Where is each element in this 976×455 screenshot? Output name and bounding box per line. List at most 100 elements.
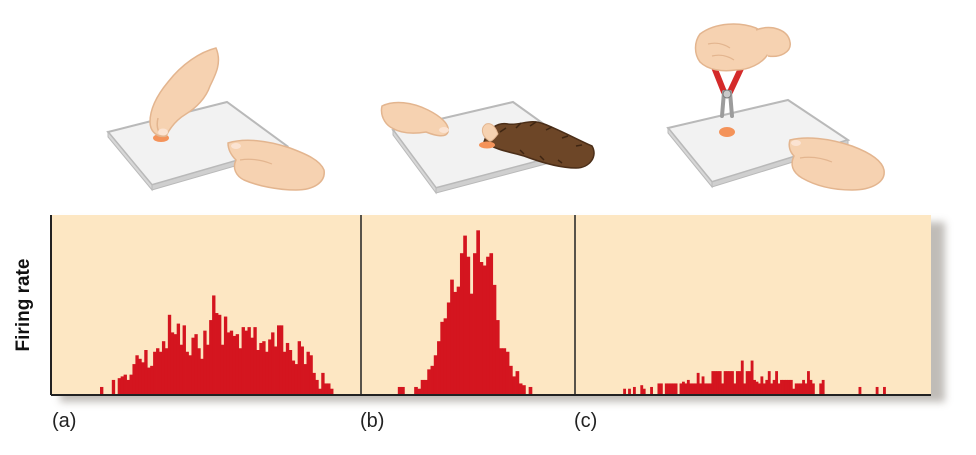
histogram-bar (223, 316, 228, 394)
histogram-bar (694, 383, 698, 394)
histogram-bar (203, 330, 207, 394)
histogram-bar (288, 350, 293, 394)
histogram-bar (188, 355, 192, 394)
histogram-bar (650, 386, 653, 394)
histogram-bar (456, 286, 461, 394)
histogram-bar (285, 342, 290, 394)
histogram-bar (437, 341, 441, 394)
histogram-bar (745, 371, 749, 394)
histogram-bar (642, 388, 646, 394)
histogram-bar (726, 371, 729, 394)
histogram-bar (197, 348, 201, 394)
histogram-bar (117, 378, 122, 394)
histogram-bar (170, 332, 175, 394)
histogram-bars (100, 230, 886, 394)
histogram-bar (417, 388, 422, 394)
histogram-bar (250, 337, 254, 394)
histogram-bar (492, 284, 497, 394)
histogram-bar (775, 371, 779, 394)
histogram-bar (804, 383, 808, 394)
histogram-bar (711, 371, 715, 394)
histogram-bar (232, 335, 237, 394)
histogram-bar (640, 385, 644, 394)
histogram-bar (463, 235, 467, 394)
histogram-bar (718, 371, 722, 394)
histogram-bar (466, 256, 471, 394)
histogram-bar (731, 371, 734, 394)
histogram-bar (664, 383, 668, 394)
histogram-bar (132, 364, 136, 394)
histogram-bar (502, 348, 507, 394)
histogram-bar (686, 379, 690, 394)
y-axis-label-text: Firing rate (13, 258, 34, 352)
histogram-bar (194, 334, 198, 394)
histogram-bar (770, 383, 774, 394)
histogram-bar (735, 371, 739, 394)
histogram-bar (528, 386, 533, 394)
histogram-bar (191, 337, 195, 394)
histogram-bar (708, 383, 712, 394)
histogram-bar (689, 383, 693, 394)
histogram-bar (306, 351, 310, 394)
histogram-bar (215, 313, 219, 394)
histogram-bar (495, 320, 500, 394)
panel-label-b: (b) (360, 410, 385, 432)
histogram-bar (479, 262, 484, 394)
histogram-bar (767, 371, 771, 394)
histogram-bar (300, 346, 304, 394)
histogram-bar (799, 383, 803, 394)
histogram-bar (297, 341, 301, 394)
histogram-bar (762, 383, 766, 394)
histogram-bar (733, 383, 737, 394)
histogram-bar (682, 381, 685, 394)
histogram-bar (819, 383, 823, 394)
histogram-bar (505, 351, 510, 394)
histogram-bar (628, 388, 631, 394)
histogram-bar (235, 334, 240, 394)
histogram-bar (321, 372, 325, 394)
histogram-bar (489, 253, 494, 394)
histogram-bar (123, 374, 127, 394)
histogram-bar (327, 383, 331, 394)
histogram-bar (179, 344, 183, 394)
histogram-bar (691, 383, 695, 394)
histogram-bar (486, 256, 490, 394)
histogram-bar (433, 355, 438, 394)
histogram-bar (782, 379, 786, 394)
histogram-bar (758, 383, 761, 394)
histogram-bar (728, 371, 732, 394)
histogram-bar (206, 344, 210, 394)
histogram-bar (244, 330, 248, 394)
histogram-bar (212, 295, 216, 394)
histogram-bar (446, 302, 451, 394)
histogram-bar (784, 379, 788, 394)
histogram-bar (423, 379, 428, 394)
histogram-bar (789, 379, 793, 394)
histogram-bar (420, 379, 425, 394)
histogram-bar (772, 379, 776, 394)
histogram-bar (427, 369, 431, 394)
histogram-bar (226, 332, 231, 394)
histogram-bar (713, 371, 717, 394)
histogram-bar (153, 351, 157, 394)
histogram-bar (807, 371, 810, 394)
histogram-bar (294, 364, 299, 394)
histogram-bar (672, 383, 676, 394)
histogram-bar (809, 379, 813, 394)
histogram-bar (659, 383, 663, 394)
histogram-bar (704, 383, 707, 394)
histogram-bar (126, 379, 130, 394)
histogram-bar (755, 381, 759, 394)
histogram-bar (883, 386, 886, 394)
histogram-bar (397, 386, 402, 394)
histogram-bar (623, 388, 627, 394)
histogram-bar (318, 388, 322, 394)
histogram-bar (684, 383, 688, 394)
histogram-bar (797, 383, 801, 394)
histogram-bar (268, 339, 272, 394)
histogram-bar (706, 383, 710, 394)
hand-with-pliers-icon (666, 23, 885, 191)
histogram-bar (315, 379, 319, 394)
histogram-bar (858, 386, 862, 394)
